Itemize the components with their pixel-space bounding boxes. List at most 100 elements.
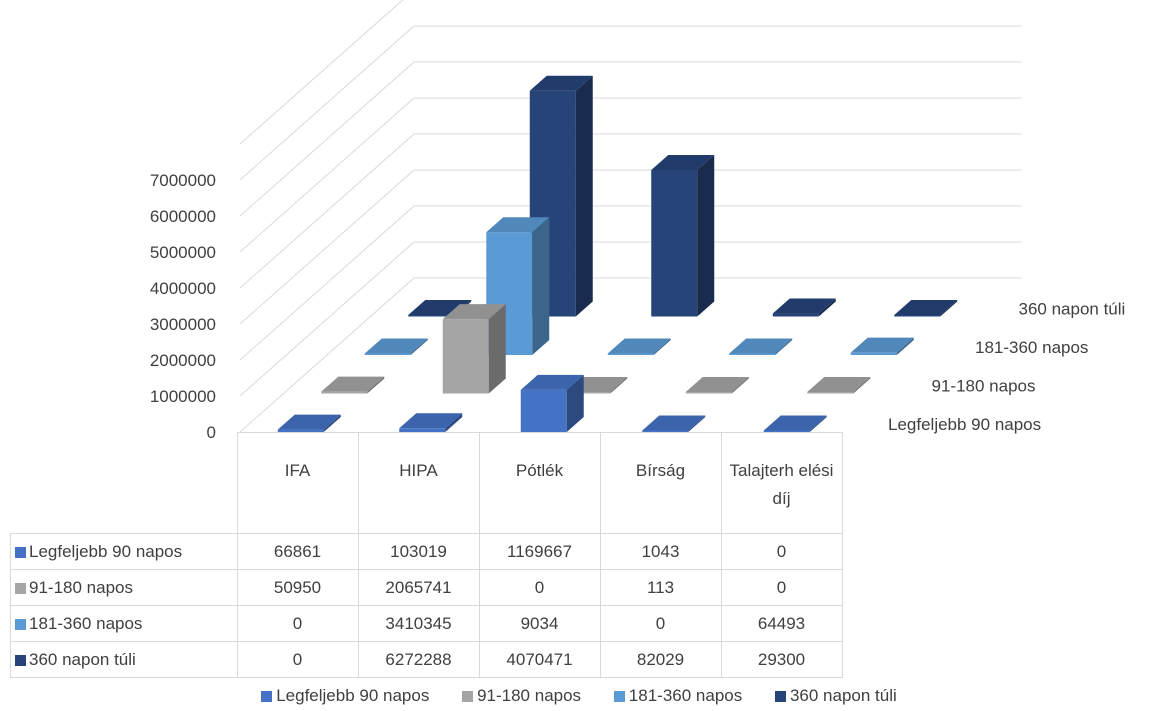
bar: [850, 337, 914, 355]
bar-top: [442, 304, 506, 320]
table-cell: 0: [720, 569, 843, 606]
bar-front: [850, 352, 897, 355]
legend-item: 91-180 napos: [462, 686, 581, 706]
bar-top: [772, 298, 836, 314]
bar: [277, 414, 341, 432]
bar-top: [486, 217, 550, 233]
depth-axis: Legfeljebb 90 napos 91-180 napos 181-360 n…: [888, 300, 1125, 435]
table-row: 360 napon túli 0 6272288 4070471 82029 2…: [10, 641, 843, 678]
gridline: [239, 277, 415, 433]
y-tick-label: 2000000: [150, 351, 216, 370]
bar-top: [651, 154, 715, 170]
bar-front: [642, 430, 689, 432]
row-label-360-tuli: 360 napon túli: [10, 641, 238, 678]
bar-front: [763, 430, 810, 432]
bar-front: [685, 392, 732, 394]
bar-front: [364, 353, 411, 355]
bar-side: [688, 415, 706, 432]
y-tick-label: 6000000: [150, 207, 216, 226]
table-cell: 0: [720, 533, 843, 570]
bar-front: [321, 391, 368, 394]
bar-side: [653, 338, 671, 355]
swatch-icon: [462, 691, 474, 702]
y-tick-label: 4000000: [150, 279, 216, 298]
series-depth-label: 360 napon túli: [1019, 300, 1126, 319]
bar-top: [642, 415, 706, 431]
table-cell: 6272288: [357, 641, 480, 678]
series-depth-label: Legfeljebb 90 napos: [888, 415, 1041, 434]
gridline: [239, 241, 415, 397]
bar-side: [367, 376, 385, 394]
bar-top: [321, 376, 385, 392]
gridline: [239, 97, 415, 253]
swatch-icon: [15, 546, 26, 558]
table-header-ifa: IFA: [236, 432, 359, 534]
bar-front: [651, 169, 698, 317]
bar: [772, 298, 836, 317]
gridline: [239, 25, 415, 181]
table-cell: 29300: [720, 641, 843, 678]
bar-front: [442, 319, 489, 394]
row-label-91-180: 91-180 napos: [10, 569, 238, 606]
y-tick-label: 1000000: [150, 387, 216, 406]
table-cell: 9034: [478, 605, 601, 642]
bar-side: [896, 337, 914, 355]
bar: [642, 415, 706, 432]
gridline: [239, 61, 415, 217]
swatch-icon: [15, 582, 26, 594]
y-axis: 0100000020000003000000400000050000006000…: [150, 171, 216, 442]
bar-side: [323, 414, 341, 432]
bar-side: [575, 75, 593, 317]
table-cell: 82029: [599, 641, 722, 678]
data-table: IFA HIPA Pótlék Bírság Talajterh elési d…: [10, 432, 843, 678]
bar-top: [399, 413, 463, 429]
bar: [321, 376, 385, 394]
bar-side: [488, 304, 506, 394]
bar-top: [364, 338, 428, 354]
bar-side: [445, 413, 463, 432]
bar: [607, 338, 671, 355]
bar-top: [729, 338, 793, 354]
bar-front: [894, 315, 941, 317]
bar-side: [853, 377, 871, 394]
bar-front: [729, 353, 776, 355]
table-cell: 1169667: [478, 533, 601, 570]
bar: [399, 413, 463, 432]
legend-item: 360 napon túli: [774, 686, 897, 706]
bar-top: [607, 338, 671, 354]
bar: [442, 304, 506, 394]
bar-side: [610, 377, 628, 394]
bar-side: [532, 217, 550, 355]
gridline: [239, 0, 404, 145]
bar: [651, 154, 715, 317]
bar-side: [410, 338, 428, 355]
table-header-hipa: HIPA: [357, 432, 480, 534]
swatch-icon: [261, 691, 273, 702]
table-cell: 2065741: [357, 569, 480, 606]
bar-side: [818, 298, 836, 317]
bar-top: [850, 337, 914, 353]
chart-3d-plot: 0100000020000003000000400000050000006000…: [150, 0, 1125, 442]
series-depth-label: 181-360 napos: [975, 338, 1088, 357]
bar-side: [566, 374, 584, 432]
y-tick-label: 5000000: [150, 243, 216, 262]
table-cell: 113: [599, 569, 722, 606]
table-cell: 0: [599, 605, 722, 642]
table-row: 181-360 napos 0 3410345 9034 0 64493: [10, 605, 843, 642]
y-tick-label: 7000000: [150, 171, 216, 190]
table-cell: 0: [236, 605, 359, 642]
bar: [364, 338, 428, 355]
legend-item: 181-360 napos: [613, 686, 742, 706]
bar: [894, 300, 958, 317]
bar-side: [731, 377, 749, 394]
table-cell: 64493: [720, 605, 843, 642]
gridline: [239, 169, 415, 325]
bar-front: [408, 315, 455, 317]
table-cell: 103019: [357, 533, 480, 570]
series-depth-label: 91-180 napos: [932, 377, 1036, 396]
bar: [763, 415, 827, 432]
table-corner: [10, 432, 238, 534]
swatch-icon: [774, 691, 786, 702]
swatch-icon: [15, 618, 26, 630]
bar: [520, 374, 584, 432]
